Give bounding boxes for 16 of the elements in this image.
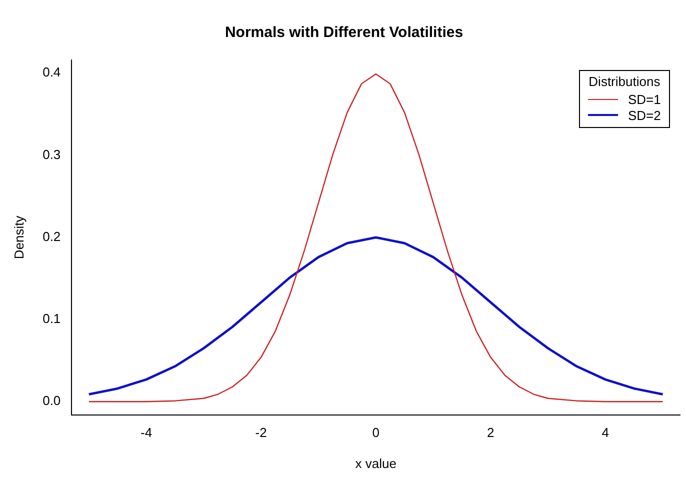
x-tick-label: -4 — [140, 425, 152, 440]
x-tick-label: 0 — [372, 425, 380, 440]
y-tick-label: 0.3 — [42, 146, 61, 162]
x-axis-title: x value — [355, 456, 396, 471]
x-tick-label: 4 — [602, 425, 610, 440]
y-tick-label: 0.4 — [42, 64, 61, 80]
chart-title: Normals with Different Volatilities — [224, 24, 464, 42]
x-tick-label: 2 — [487, 425, 494, 440]
y-tick-label: 0.1 — [42, 311, 61, 326]
y-tick-label: 0.0 — [42, 393, 61, 408]
x-tick-label: -2 — [255, 425, 267, 440]
legend-title: Distributions — [588, 74, 661, 89]
y-axis-title: Density — [11, 215, 26, 260]
legend-label: SD=2 — [628, 108, 661, 122]
y-tick-label: 0.2 — [42, 228, 61, 244]
legend-label: SD=1 — [628, 92, 661, 106]
